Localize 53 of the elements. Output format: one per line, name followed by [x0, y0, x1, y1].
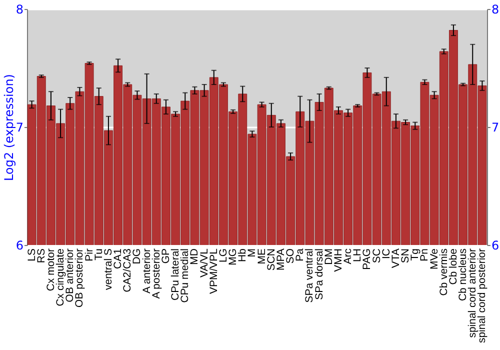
- x-tick-label: CA2/CA3: [122, 248, 134, 292]
- x-tick-label: VPM/VPL: [208, 248, 220, 294]
- x-tick-label: A anterior: [140, 248, 153, 294]
- x-tick-label: IC: [380, 248, 392, 259]
- x-tick-label: spinal cord anterior: [466, 248, 479, 338]
- y2-tick-label: 6: [492, 238, 500, 252]
- x-tick-label: PAG: [361, 248, 374, 270]
- x-tick-label: MVe: [428, 248, 440, 270]
- x-tick-label: MD: [188, 248, 201, 265]
- x-tick-label: SC: [370, 248, 383, 264]
- x-tick-label: Cb vermis: [438, 248, 450, 296]
- x-tick-label: A posterior: [150, 248, 162, 299]
- x-tick-label: Tu: [92, 248, 105, 260]
- x-tick-label: SO: [284, 248, 297, 264]
- x-tick-label: Pa: [294, 248, 306, 262]
- x-tick-label: M: [246, 248, 258, 258]
- x-tick-label: Cx cingulate: [54, 248, 67, 306]
- y-tick-label: 8: [16, 2, 24, 16]
- x-tick-label: LS: [26, 248, 38, 262]
- x-tick-label: SN: [400, 248, 412, 264]
- x-tick-label: SPa dorsal: [313, 248, 326, 300]
- x-tick-label: Cx motor: [44, 248, 57, 292]
- y-tick-label: 7: [16, 120, 24, 134]
- x-tick-label: OB anterior: [64, 248, 76, 302]
- x-tick-label: SPa ventral: [304, 248, 316, 303]
- x-tick-label: OB posterior: [74, 248, 86, 308]
- x-tick-label: GP: [160, 248, 172, 264]
- x-tick-label: DG: [131, 248, 144, 264]
- x-tick-label: MPA: [274, 248, 287, 270]
- y-axis-title: Log2 (expression): [2, 74, 16, 181]
- x-tick-label: LH: [352, 248, 364, 262]
- x-tick-label: CPu medial: [179, 248, 192, 303]
- x-tick-label: ventral S: [102, 248, 114, 290]
- x-tick-label: Arc: [342, 248, 354, 264]
- x-tick-label: Tg: [409, 248, 422, 261]
- x-tick-label: RS: [35, 248, 48, 264]
- x-tick-label: VTA: [390, 248, 402, 268]
- x-tick-label: CA1: [112, 248, 124, 269]
- x-tick-label: VA/VL: [198, 248, 210, 278]
- x-tick-label: Cb nucleus: [457, 248, 470, 302]
- x-tick-label: LG: [217, 248, 230, 263]
- x-tick-label: Hb: [236, 248, 249, 262]
- x-tick-label: Pn: [418, 248, 431, 262]
- x-tick-label: VMH: [332, 248, 344, 272]
- y2-tick-label: 7: [492, 120, 500, 134]
- x-tick-label: Pir: [83, 248, 96, 262]
- x-tick-label: Cb lobe: [447, 248, 460, 285]
- x-tick-label: spinal cord posterior: [476, 248, 488, 344]
- y2-tick-label: 8: [492, 2, 500, 16]
- x-tick-label: DM: [322, 248, 335, 265]
- x-tick-label: ME: [256, 248, 268, 264]
- y-tick-label: 6: [16, 238, 24, 252]
- x-tick-label: SCN: [265, 248, 278, 271]
